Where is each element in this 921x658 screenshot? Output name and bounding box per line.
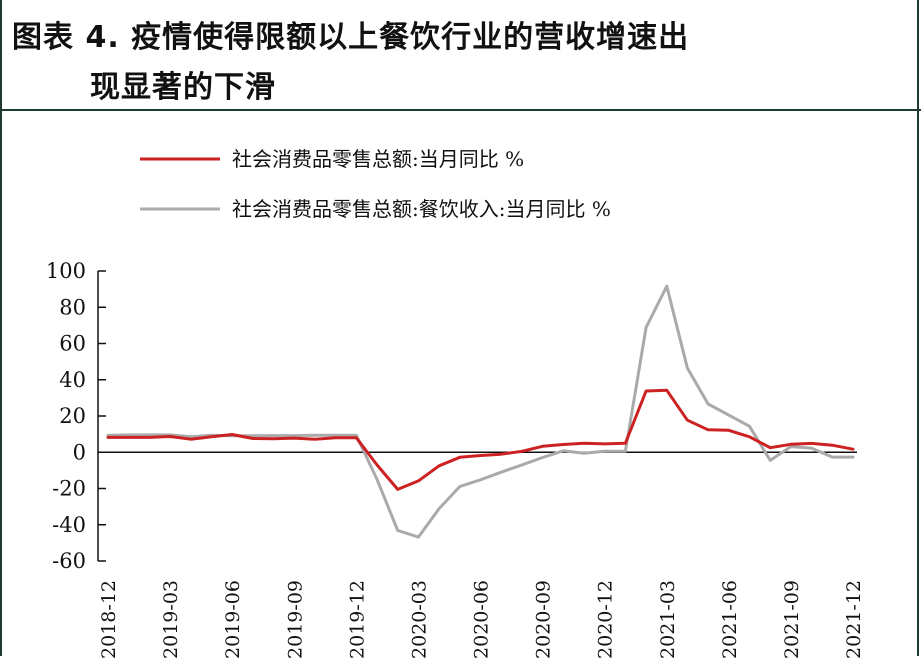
x-tick-label: 2019-12: [346, 580, 368, 658]
series-line: [106, 388, 855, 491]
x-tick-label: 2021-12: [843, 580, 865, 658]
y-tick-label: 80: [59, 295, 86, 319]
series-line: [106, 284, 855, 539]
x-tick-label: 2021-09: [781, 580, 803, 658]
y-tick-label: 40: [59, 368, 86, 392]
legend-label: 社会消费品零售总额:餐饮收入:当月同比 %: [232, 197, 611, 221]
x-tick-label: 2021-06: [719, 580, 741, 658]
y-tick-label: 20: [59, 404, 86, 428]
figure-title: 图表 4. 疫情使得限额以上餐饮行业的营收增速出: [12, 20, 690, 55]
chart-legend: 社会消费品零售总额:当月同比 % 社会消费品零售总额:餐饮收入:当月同比 %: [140, 147, 611, 221]
chart-axes: 100 80 60 40 20 0 -20 -40 -60 2018-12 2019-03 2019-…: [46, 259, 865, 658]
x-tick-label: 2020-06: [471, 580, 493, 658]
chart-series: [106, 284, 855, 539]
x-tick-label: 2020-03: [408, 580, 430, 658]
line-chart: 社会消费品零售总额:当月同比 % 社会消费品零售总额:餐饮收入:当月同比 % 10…: [46, 147, 865, 658]
y-tick-label: -20: [52, 477, 86, 501]
x-tick-label: 2021-03: [657, 580, 679, 658]
legend-label: 社会消费品零售总额:当月同比 %: [232, 147, 524, 171]
y-tick-label: 60: [59, 332, 86, 356]
title-divider: [0, 109, 921, 111]
y-tick-label: 100: [46, 259, 86, 283]
x-tick-label: 2020-09: [533, 580, 555, 658]
x-tick-label: 2020-12: [595, 580, 617, 658]
figure-title-continued: 现显著的下滑: [90, 70, 276, 105]
y-tick-label: -40: [52, 513, 86, 537]
x-tick-label: 2019-06: [222, 580, 244, 658]
x-tick-label: 2019-03: [160, 580, 182, 658]
x-tick-label: 2019-09: [284, 580, 306, 658]
x-tick-label: 2018-12: [98, 580, 120, 658]
y-tick-label: 0: [73, 440, 86, 464]
y-tick-label: -60: [52, 549, 86, 573]
